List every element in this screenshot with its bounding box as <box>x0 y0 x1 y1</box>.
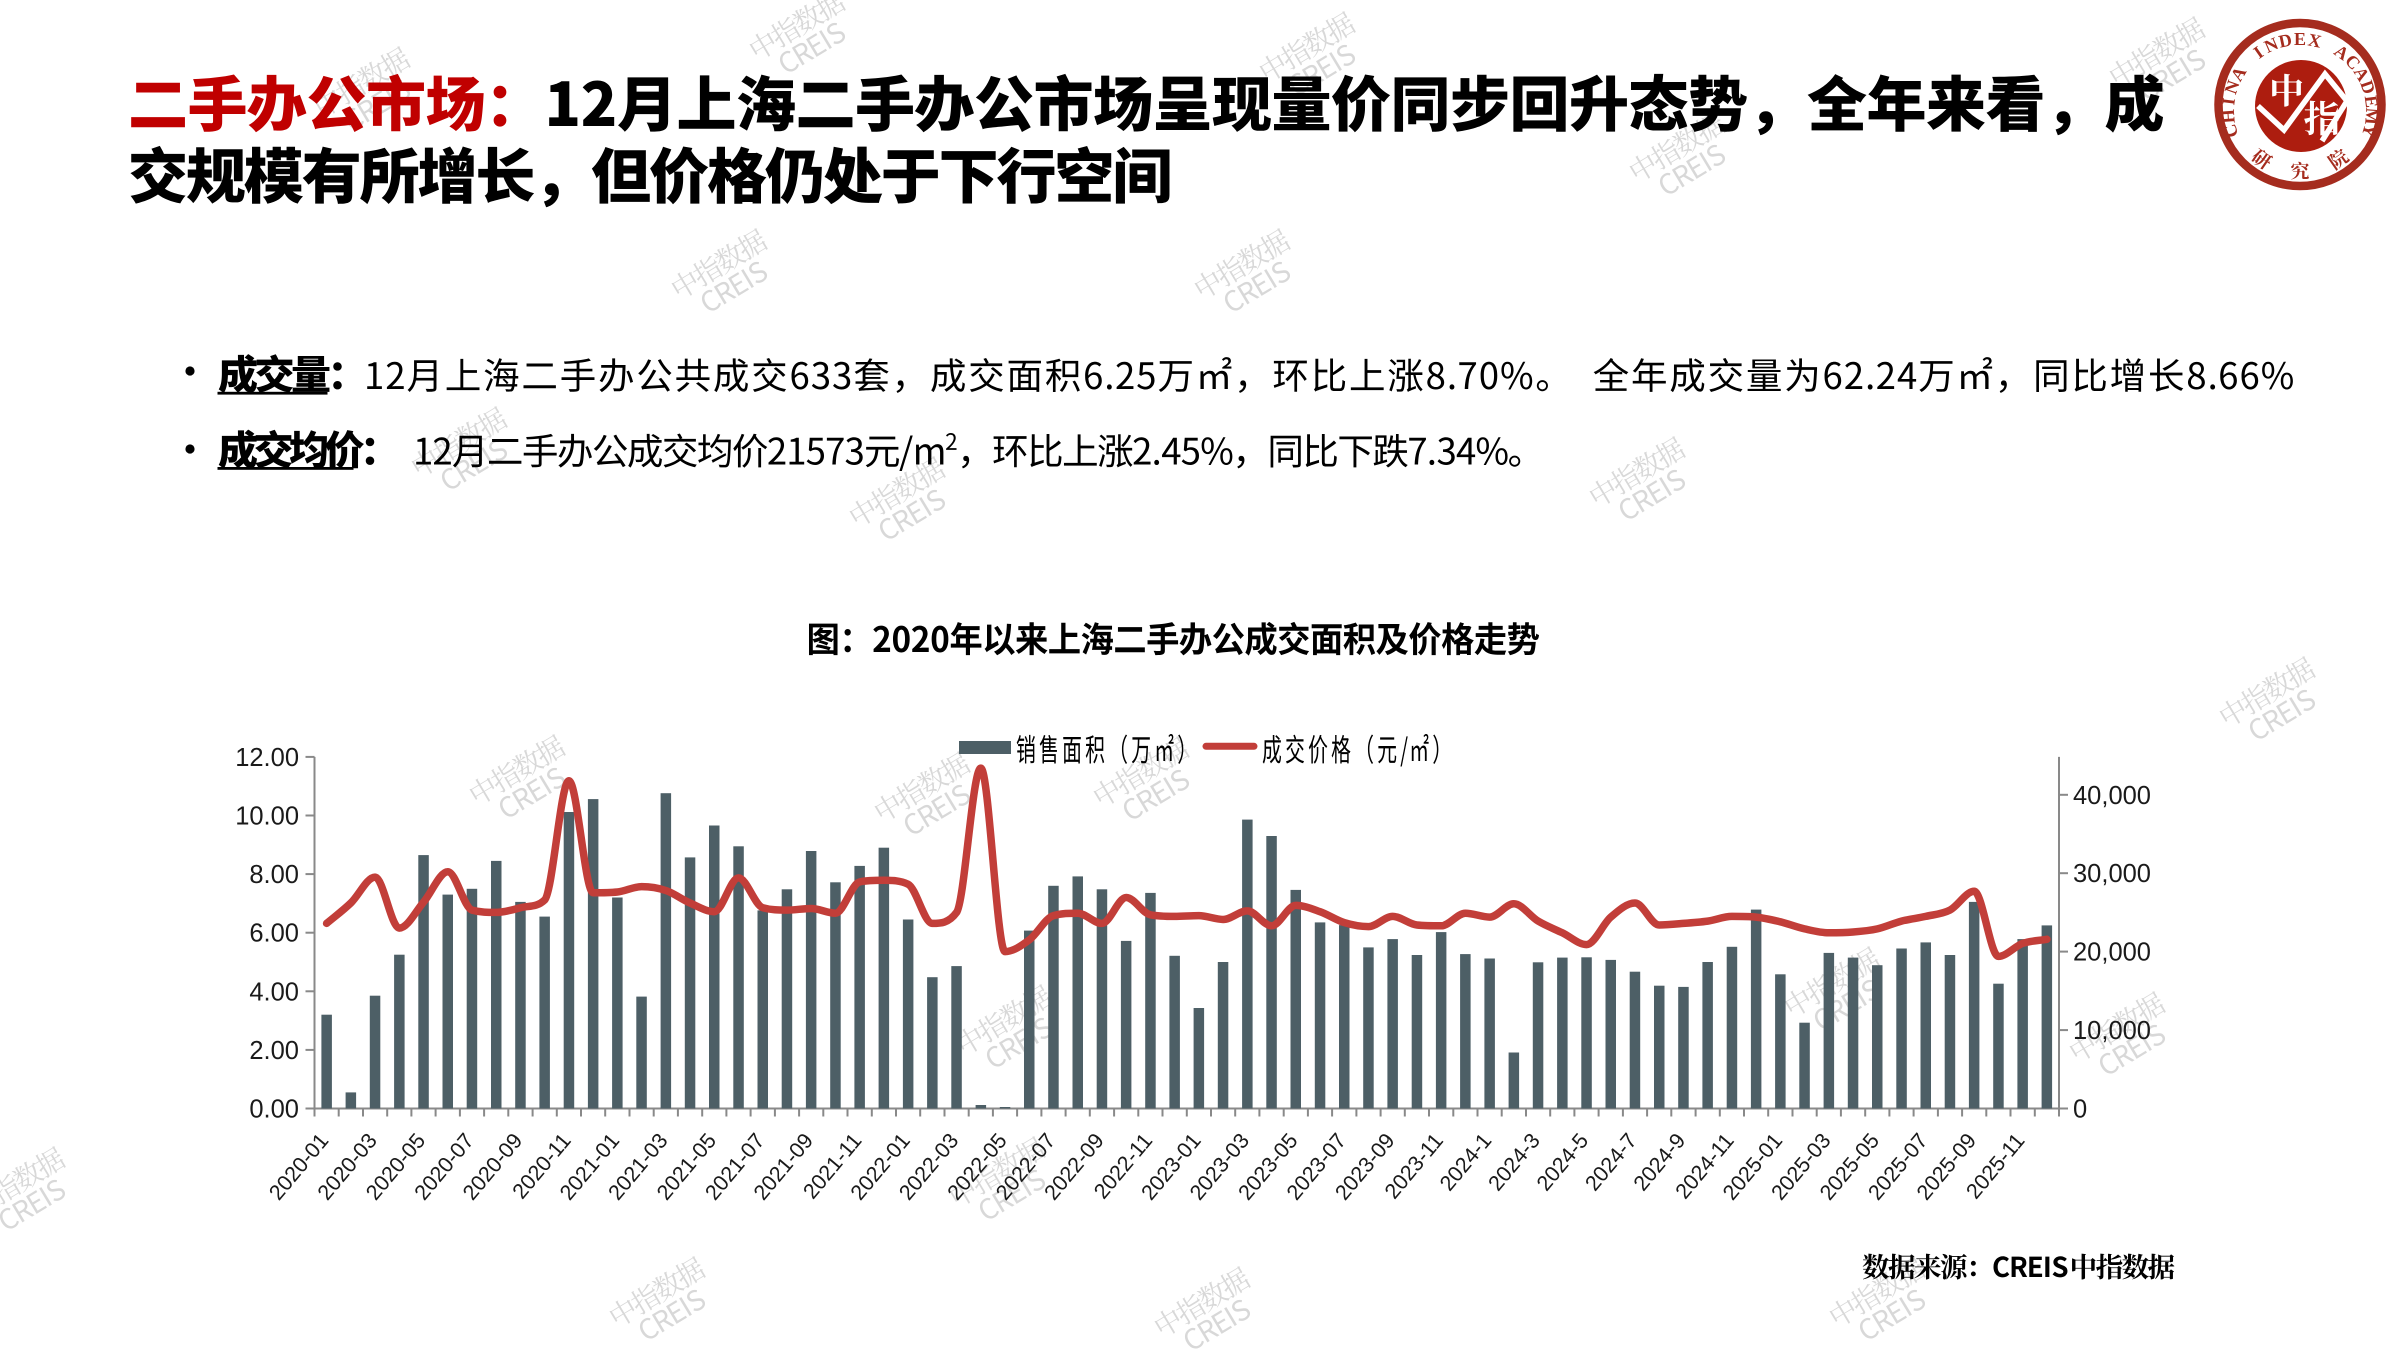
svg-text:X: X <box>2306 29 2323 51</box>
svg-text:2.00: 2.00 <box>249 1037 299 1065</box>
svg-text:E: E <box>2294 29 2306 49</box>
svg-text:Y: Y <box>2358 122 2381 140</box>
svg-text:D: D <box>2356 78 2379 97</box>
svg-text:10.00: 10.00 <box>235 803 299 831</box>
svg-text:0: 0 <box>2073 1096 2087 1124</box>
svg-text:H: H <box>2218 109 2239 124</box>
svg-text:10,000: 10,000 <box>2073 1017 2151 1045</box>
svg-text:20,000: 20,000 <box>2073 939 2151 967</box>
svg-text:40,000: 40,000 <box>2073 782 2151 810</box>
svg-text:C: C <box>2219 122 2242 140</box>
svg-text:12.00: 12.00 <box>235 744 299 772</box>
svg-text:E: E <box>2361 94 2382 109</box>
svg-text:30,000: 30,000 <box>2073 860 2151 888</box>
svg-text:D: D <box>2277 29 2294 51</box>
svg-text:N: N <box>2220 78 2243 97</box>
svg-text:M: M <box>2361 107 2382 125</box>
svg-text:4.00: 4.00 <box>249 978 299 1006</box>
svg-text:0.00: 0.00 <box>249 1096 299 1124</box>
svg-text:6.00: 6.00 <box>249 920 299 948</box>
svg-text:8.00: 8.00 <box>249 861 299 889</box>
svg-text:I: I <box>2218 97 2239 107</box>
